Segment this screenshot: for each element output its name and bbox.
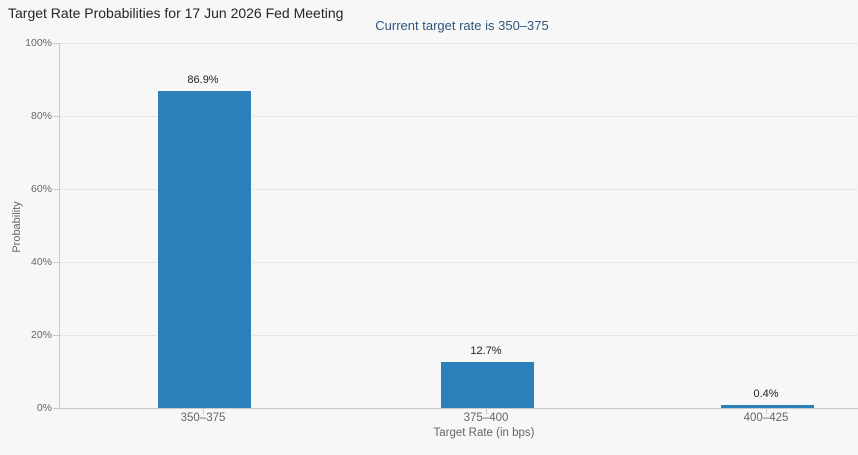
y-tick-mark (53, 335, 59, 336)
y-tick-label-40%: 40% (30, 256, 52, 268)
y-axis-title: Probability (11, 201, 23, 253)
plot-area (59, 43, 858, 409)
gridline-100% (60, 43, 858, 44)
x-tick-label: 350–375 (180, 412, 226, 424)
y-tick-mark (53, 43, 59, 44)
x-axis-title: Target Rate (in bps) (433, 427, 535, 439)
bar-value-label: 12.7% (470, 345, 502, 357)
gridline-40% (60, 262, 858, 263)
x-tick-label: 400–425 (743, 412, 789, 424)
y-tick-label-60%: 60% (30, 183, 52, 195)
y-tick-label-100%: 100% (25, 37, 52, 49)
bar-400-425[interactable] (720, 405, 814, 408)
gridline-20% (60, 335, 858, 336)
x-tick-label: 375–400 (463, 412, 509, 424)
y-tick-label-20%: 20% (30, 329, 52, 341)
bar-350-375[interactable] (157, 91, 251, 408)
chart-title: Target Rate Probabilities for 17 Jun 202… (8, 5, 344, 21)
chart-subtitle: Current target rate is 350–375 (375, 18, 549, 33)
y-tick-mark (53, 408, 59, 409)
bar-value-label: 0.4% (753, 388, 779, 400)
gridline-80% (60, 116, 858, 117)
x-tick-mark (203, 409, 204, 414)
x-tick-mark (766, 409, 767, 414)
x-tick-mark (486, 409, 487, 414)
bar-375-400[interactable] (440, 362, 534, 408)
y-tick-label-80%: 80% (30, 110, 52, 122)
y-tick-mark (53, 116, 59, 117)
y-tick-mark (53, 189, 59, 190)
bar-value-label: 86.9% (187, 74, 219, 86)
y-tick-label-0%: 0% (36, 402, 52, 414)
y-tick-mark (53, 262, 59, 263)
gridline-60% (60, 189, 858, 190)
